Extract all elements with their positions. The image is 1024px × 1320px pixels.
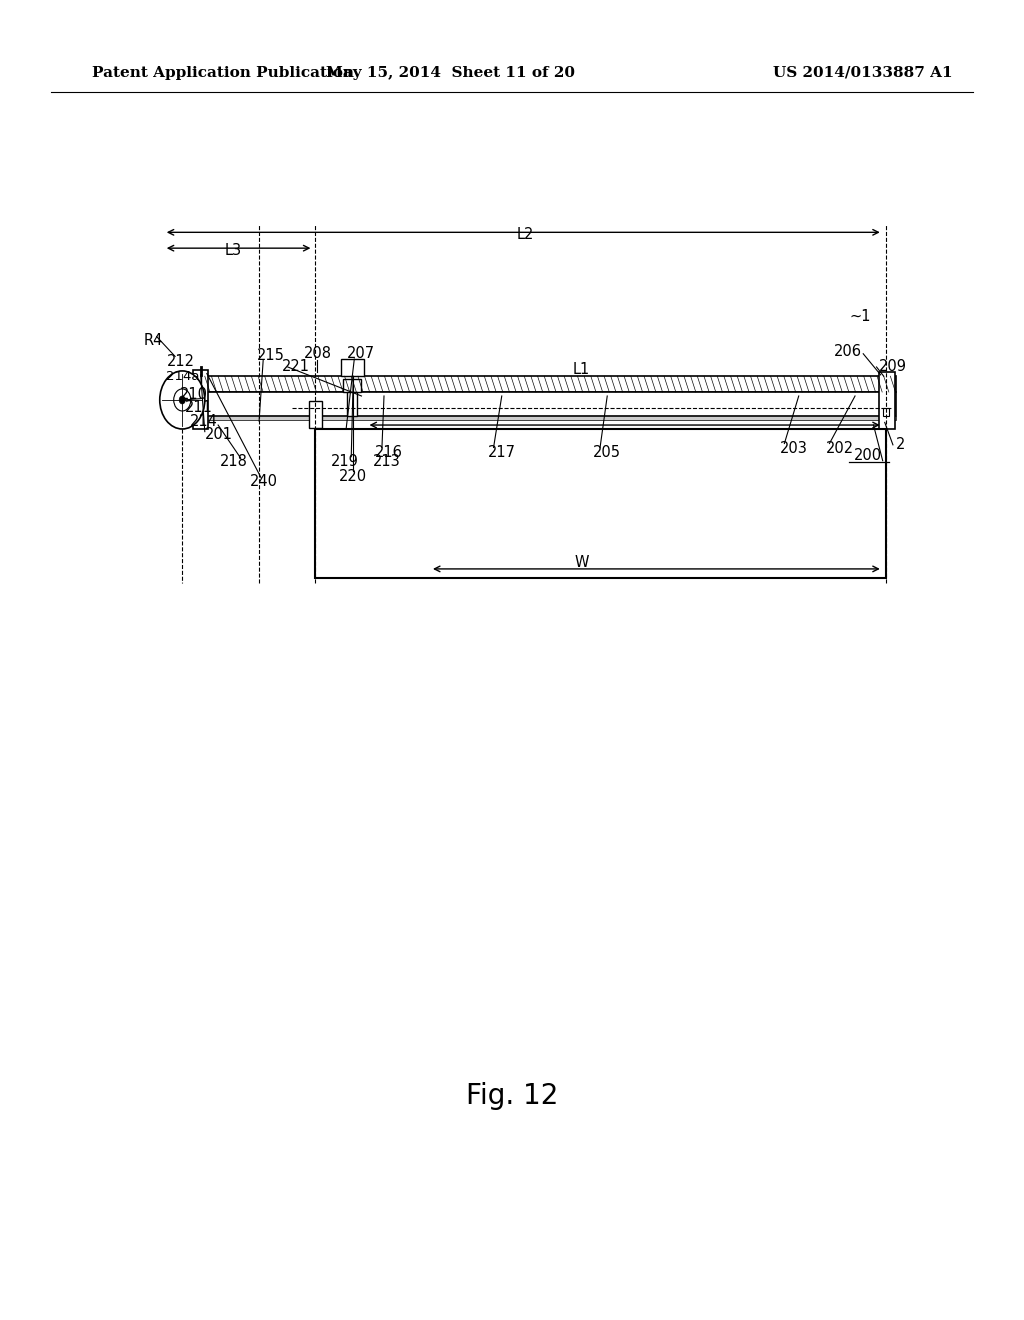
Text: L2: L2 (517, 227, 534, 243)
Text: L1: L1 (573, 362, 590, 378)
Bar (205, 416, 896, 420)
Text: 200: 200 (854, 447, 883, 463)
Text: 201: 201 (205, 426, 232, 442)
Text: 217: 217 (487, 445, 516, 461)
Text: 216: 216 (375, 445, 403, 461)
Bar (205, 376, 896, 392)
Text: 209: 209 (879, 359, 906, 375)
Text: 203: 203 (779, 441, 808, 457)
Bar (315, 429, 886, 578)
Bar (347, 392, 357, 416)
Circle shape (160, 371, 205, 429)
Text: 219: 219 (331, 454, 359, 470)
Bar (193, 370, 208, 429)
Text: R4: R4 (143, 333, 163, 348)
Bar (341, 359, 364, 376)
Text: 240: 240 (250, 474, 279, 490)
Text: 220: 220 (339, 469, 368, 484)
Text: 218: 218 (219, 454, 248, 470)
Text: ~1: ~1 (850, 309, 870, 325)
Text: 211: 211 (185, 400, 213, 416)
Text: May 15, 2014  Sheet 11 of 20: May 15, 2014 Sheet 11 of 20 (326, 66, 575, 79)
Text: 202: 202 (825, 441, 854, 457)
Circle shape (179, 396, 185, 404)
Text: 214a: 214a (166, 370, 200, 383)
Text: 210: 210 (180, 387, 208, 403)
Text: L3: L3 (225, 243, 242, 259)
Text: US 2014/0133887 A1: US 2014/0133887 A1 (773, 66, 952, 79)
Bar (309, 401, 322, 428)
Bar (883, 408, 889, 416)
Text: 215: 215 (256, 347, 285, 363)
Text: Patent Application Publication: Patent Application Publication (92, 66, 354, 79)
Text: 221: 221 (282, 359, 310, 375)
Text: 205: 205 (593, 445, 622, 461)
Text: W: W (574, 554, 589, 570)
Bar (205, 392, 896, 416)
Text: 2: 2 (895, 437, 905, 453)
Text: 207: 207 (346, 346, 375, 362)
Text: Fig. 12: Fig. 12 (466, 1081, 558, 1110)
Bar (879, 372, 895, 429)
Text: 212: 212 (167, 354, 195, 370)
Text: 213: 213 (373, 454, 401, 470)
Text: 208: 208 (303, 346, 332, 362)
Text: 206: 206 (834, 343, 862, 359)
Bar (343, 379, 361, 392)
Circle shape (174, 389, 190, 411)
Text: 214: 214 (189, 413, 217, 429)
